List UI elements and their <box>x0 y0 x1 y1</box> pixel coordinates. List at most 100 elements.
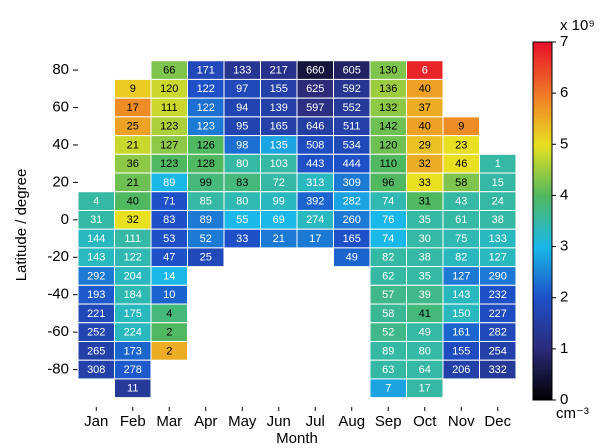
cell-label: 97 <box>236 83 248 95</box>
cell-label: 143 <box>87 252 105 264</box>
colorbar-slice <box>533 236 552 240</box>
colorbar-slice <box>533 251 552 255</box>
colorbar-slice <box>533 164 552 168</box>
cell-label: 25 <box>127 121 139 133</box>
colorbar-tick-label: 7 <box>560 33 568 50</box>
x-tick-label: Feb <box>120 413 146 430</box>
cell-label: 21 <box>127 139 139 151</box>
colorbar-slice <box>533 197 552 202</box>
cell-label: 165 <box>343 233 361 245</box>
x-tick-label: Apr <box>194 413 217 430</box>
colorbar-slice <box>533 54 552 58</box>
colorbar-slice <box>533 338 552 342</box>
colorbar-slice <box>533 387 552 391</box>
colorbar-slice <box>533 154 552 158</box>
cell-label: 52 <box>200 233 212 245</box>
cell-label: 254 <box>489 345 507 357</box>
cell-label: 10 <box>163 289 175 301</box>
colorbar-slice <box>533 52 552 56</box>
y-tick-label: 0 <box>61 211 69 228</box>
colorbar-slice <box>533 118 552 122</box>
cell-label: 133 <box>489 233 507 245</box>
cell-label: 17 <box>127 102 139 114</box>
cell-label: 17 <box>419 383 431 395</box>
cell-label: 126 <box>197 139 215 151</box>
cell-label: 35 <box>419 214 431 226</box>
colorbar-slice <box>533 244 552 248</box>
colorbar-slice <box>533 246 552 250</box>
cell-label: 15 <box>492 177 504 189</box>
colorbar-tick-label: 4 <box>560 186 568 203</box>
cell-label: 110 <box>379 158 397 170</box>
cell-label: 133 <box>233 64 251 76</box>
x-tick-label: Dec <box>484 413 511 430</box>
cell-label: 142 <box>379 121 397 133</box>
cell-label: 74 <box>382 196 394 208</box>
colorbar-slice <box>533 149 552 153</box>
colorbar-slice <box>533 180 552 184</box>
colorbar-slice <box>533 333 552 337</box>
colorbar-slice <box>533 105 552 109</box>
colorbar-slice <box>533 394 552 398</box>
colorbar-slice <box>533 57 552 61</box>
colorbar-slice <box>533 169 552 173</box>
cell-label: 444 <box>343 158 361 170</box>
colorbar-tick-label: 6 <box>560 84 568 101</box>
colorbar-slice <box>533 98 552 102</box>
cell-label: 6 <box>422 64 428 76</box>
cell-label: 332 <box>489 364 507 376</box>
cell-label: 57 <box>382 289 394 301</box>
colorbar-slice <box>533 315 552 319</box>
cell-label: 265 <box>87 345 105 357</box>
cell-label: 111 <box>124 233 141 245</box>
colorbar-tick-label: 1 <box>560 340 568 357</box>
cell-label: 122 <box>124 252 142 264</box>
colorbar-slice <box>533 123 552 127</box>
colorbar-slice <box>533 376 552 381</box>
colorbar-slice <box>533 177 552 181</box>
cell-label: 552 <box>343 102 361 114</box>
cell-label: 227 <box>489 308 507 320</box>
cell-label: 184 <box>124 289 142 301</box>
colorbar-slice <box>533 141 552 145</box>
colorbar-slice <box>533 213 552 217</box>
cell-label: 61 <box>455 214 467 226</box>
cell-label: 33 <box>419 177 431 189</box>
colorbar-slice <box>533 274 552 278</box>
colorbar-slice <box>533 279 552 283</box>
cell-label: 511 <box>343 121 361 133</box>
colorbar-slice <box>533 62 552 66</box>
colorbar-slice <box>533 65 552 69</box>
cell-label: 135 <box>270 139 288 151</box>
cell-label: 278 <box>124 364 142 376</box>
cell-label: 592 <box>343 83 361 95</box>
colorbar-slice <box>533 121 552 125</box>
colorbar-slice <box>533 136 552 140</box>
colorbar-slice <box>533 397 552 401</box>
colorbar-slice <box>533 267 552 271</box>
cell-label: 292 <box>87 270 105 282</box>
colorbar-slice <box>533 77 552 81</box>
cell-label: 206 <box>452 364 470 376</box>
cell-label: 37 <box>419 102 431 114</box>
cell-label: 625 <box>306 83 324 95</box>
colorbar-slice <box>533 134 552 138</box>
colorbar-slice <box>533 131 552 135</box>
cell-label: 95 <box>236 121 248 133</box>
y-tick-label: -20 <box>47 248 69 265</box>
x-tick-label: Oct <box>413 413 437 430</box>
cell-label: 17 <box>309 233 321 245</box>
cell-label: 274 <box>306 214 324 226</box>
colorbar-slice <box>533 210 552 214</box>
colorbar-tick-label: 3 <box>560 238 568 255</box>
colorbar-slice <box>533 364 552 368</box>
colorbar-slice <box>533 346 552 350</box>
cell-label: 47 <box>163 252 175 264</box>
colorbar-slice <box>533 116 552 120</box>
cell-label: 74 <box>382 233 394 245</box>
colorbar-slice <box>533 157 552 161</box>
cell-label: 32 <box>419 158 431 170</box>
colorbar-slice <box>533 151 552 156</box>
cell-label: 282 <box>343 196 361 208</box>
colorbar-slice <box>533 238 552 242</box>
